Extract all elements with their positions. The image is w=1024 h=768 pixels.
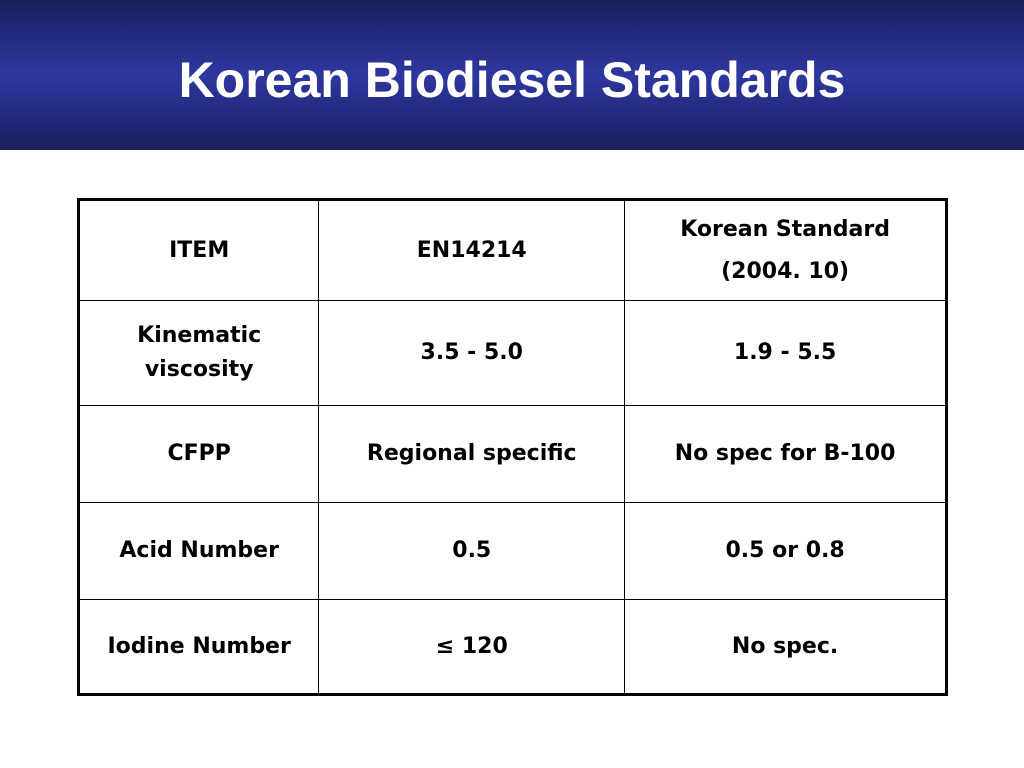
table-cell: CFPP — [77, 405, 320, 503]
table-cell: Regional specific — [318, 405, 626, 503]
table-cell: No spec for B-100 — [624, 405, 947, 503]
cell-text: 3.5 - 5.0 — [420, 340, 523, 365]
header-band — [0, 0, 1024, 150]
table-row: CFPP Regional specific No spec for B-100 — [77, 405, 947, 503]
cell-text: ≤ 120 — [435, 633, 508, 659]
table-row: Iodine Number ≤ 120 No spec. — [77, 599, 947, 695]
table-cell: ITEM — [77, 199, 320, 301]
table-cell: Korean Standard (2004. 10) — [624, 199, 947, 301]
cell-text: viscosity — [144, 357, 254, 382]
cell-text: 1.9 - 5.5 — [733, 340, 837, 365]
cell-text: Regional specific — [366, 441, 577, 466]
table-row: ITEM EN14214 Korean Standard (2004. 10) — [77, 199, 947, 301]
cell-text: Korean Standard — [680, 216, 890, 242]
table-cell: Iodine Number — [77, 599, 320, 695]
slide-title: Korean Biodiesel Standards — [178, 52, 846, 108]
cell-text: (2004. 10) — [721, 258, 850, 284]
cell-text: ITEM — [169, 237, 230, 263]
table-cell: No spec. — [624, 599, 947, 695]
table-row: Acid Number 0.5 0.5 or 0.8 — [77, 502, 947, 600]
cell-text: Iodine Number — [107, 633, 291, 659]
cell-text: No spec for B-100 — [674, 441, 896, 466]
table-cell: 0.5 — [318, 502, 626, 600]
table-row: Kinematic viscosity 3.5 - 5.0 1.9 - 5.5 — [77, 300, 947, 406]
table-cell: Acid Number — [77, 502, 320, 600]
cell-text: Kinematic — [137, 323, 262, 348]
table-cell: Kinematic viscosity — [77, 300, 320, 406]
cell-text: CFPP — [167, 441, 231, 466]
table-cell: ≤ 120 — [318, 599, 626, 695]
standards-table: ITEM EN14214 Korean Standard (2004. 10) Kine… — [77, 198, 948, 696]
table-cell: 0.5 or 0.8 — [624, 502, 947, 600]
table-cell: 3.5 - 5.0 — [318, 300, 626, 406]
cell-text: EN14214 — [416, 237, 527, 263]
cell-text: 0.5 or 0.8 — [725, 538, 845, 563]
table-cell: EN14214 — [318, 199, 626, 301]
table-cell: 1.9 - 5.5 — [624, 300, 947, 406]
cell-text: 0.5 — [452, 538, 492, 563]
cell-text: Acid Number — [119, 538, 279, 563]
cell-text: No spec. — [731, 633, 839, 659]
